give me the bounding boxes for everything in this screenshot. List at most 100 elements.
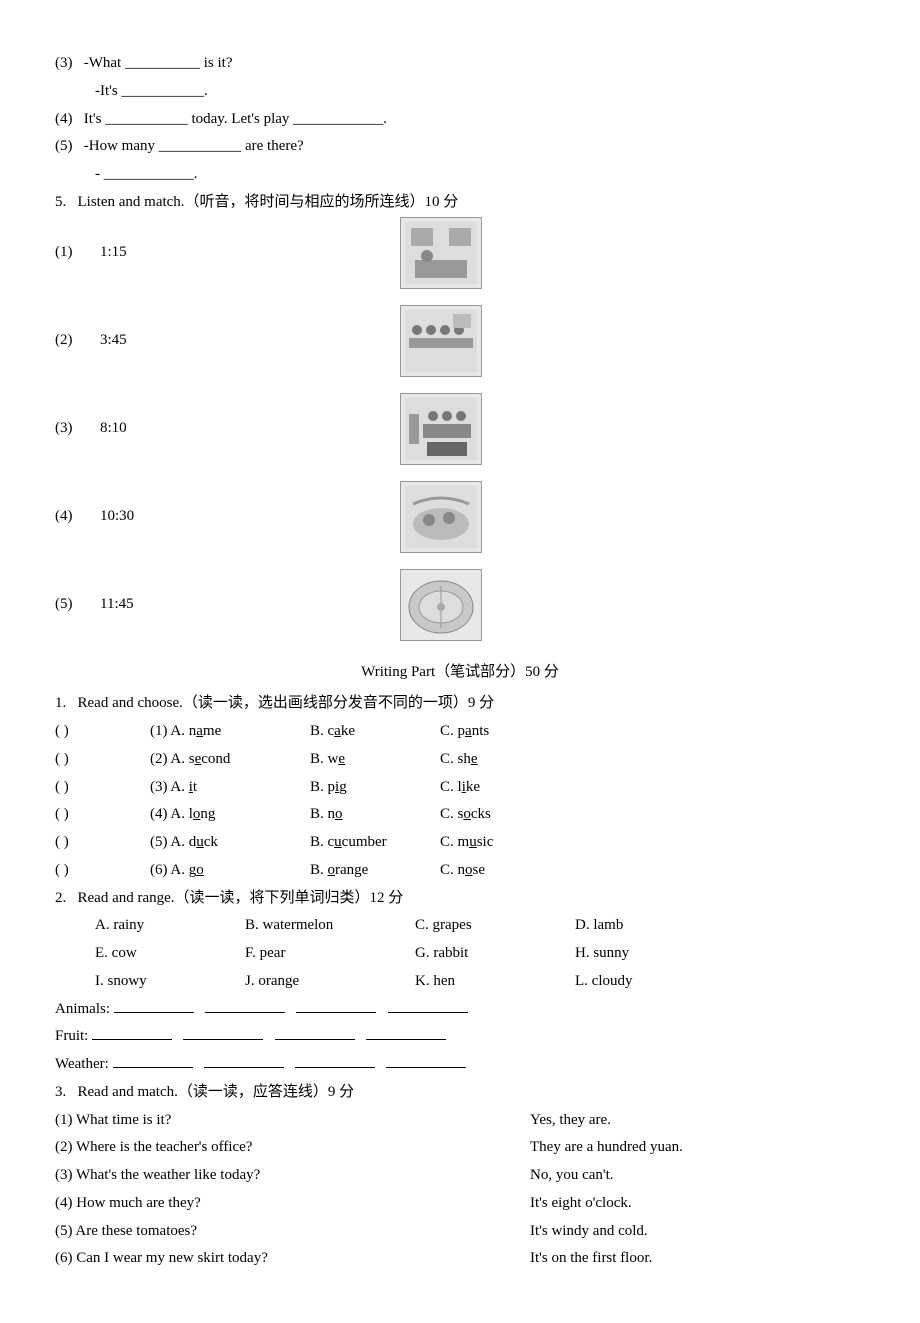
qa-row: (6) Can I wear my new skirt today? It's … xyxy=(55,1245,865,1273)
match-time: 11:45 xyxy=(100,591,400,619)
blank-field[interactable] xyxy=(366,1024,446,1040)
match-row: (4) 10:30 xyxy=(55,481,865,553)
w1-title: 1. Read and choose.（读一读，选出画线部分发音不同的一项）9 … xyxy=(55,690,865,718)
blank-field[interactable] xyxy=(114,997,194,1013)
word-option: A. rainy xyxy=(95,912,245,940)
match-row: (5) 11:45 xyxy=(55,569,865,641)
answer-paren[interactable]: ( ) xyxy=(55,801,150,829)
option-b: B. pig xyxy=(310,774,440,802)
qa-row: (4) How much are they? It's eight o'cloc… xyxy=(55,1190,865,1218)
match-time: 8:10 xyxy=(100,415,400,443)
option-b: B. we xyxy=(310,746,440,774)
word-option: K. hen xyxy=(415,968,575,996)
option-b: B. cucumber xyxy=(310,829,440,857)
option-a: (5) A. duck xyxy=(150,829,310,857)
word-option: E. cow xyxy=(95,940,245,968)
blank-field[interactable] xyxy=(204,1052,284,1068)
word-option: G. rabbit xyxy=(415,940,575,968)
match-time: 3:45 xyxy=(100,327,400,355)
option-c: C. music xyxy=(440,829,560,857)
q5-line2: - ____________. xyxy=(55,161,865,189)
match-time: 10:30 xyxy=(100,503,400,531)
q3-line2: -It's ___________. xyxy=(55,78,865,106)
word-option: F. pear xyxy=(245,940,415,968)
blank-field[interactable] xyxy=(113,1052,193,1068)
word-option: D. lamb xyxy=(575,912,695,940)
match-num: (5) xyxy=(55,591,100,619)
word-option: J. orange xyxy=(245,968,415,996)
blank-field[interactable] xyxy=(275,1024,355,1040)
option-b: B. cake xyxy=(310,718,440,746)
answer-paren[interactable]: ( ) xyxy=(55,718,150,746)
qa-row: (1) What time is it? Yes, they are. xyxy=(55,1107,865,1135)
word-row: A. rainyB. watermelonC. grapesD. lamb xyxy=(55,912,865,940)
option-a: (6) A. go xyxy=(150,857,310,885)
blank-field[interactable] xyxy=(205,997,285,1013)
answer-paren[interactable]: ( ) xyxy=(55,857,150,885)
answer-text: It's on the first floor. xyxy=(530,1245,652,1273)
scene-image-icon xyxy=(400,393,482,465)
word-option: C. grapes xyxy=(415,912,575,940)
answer-paren[interactable]: ( ) xyxy=(55,829,150,857)
w3-container: (1) What time is it? Yes, they are. (2) … xyxy=(55,1107,865,1274)
match-row: (3) 8:10 xyxy=(55,393,865,465)
w3-title: 3. Read and match.（读一读，应答连线）9 分 xyxy=(55,1079,865,1107)
match-row: (1) 1:15 xyxy=(55,217,865,289)
answer-text: Yes, they are. xyxy=(530,1107,611,1135)
word-row: I. snowyJ. orangeK. henL. cloudy xyxy=(55,968,865,996)
word-option: H. sunny xyxy=(575,940,695,968)
w2-words: A. rainyB. watermelonC. grapesD. lambE. … xyxy=(55,912,865,995)
question-text: (4) How much are they? xyxy=(55,1190,530,1218)
blank-field[interactable] xyxy=(388,997,468,1013)
category-line: Fruit: xyxy=(55,1023,865,1051)
q4-line: (4) It's ___________ today. Let's play _… xyxy=(55,106,865,134)
w1-container: ( ) (1) A. name B. cake C. pants ( ) (2)… xyxy=(55,718,865,885)
w2-title: 2. Read and range.（读一读，将下列单词归类）12 分 xyxy=(55,885,865,913)
question-text: (1) What time is it? xyxy=(55,1107,530,1135)
option-a: (2) A. second xyxy=(150,746,310,774)
option-c: C. socks xyxy=(440,801,560,829)
choice-row: ( ) (3) A. it B. pig C. like xyxy=(55,774,865,802)
match-container: (1) 1:15 (2) 3:45 (3) 8:10 (4) 10:30 (5)… xyxy=(55,217,865,641)
question-text: (6) Can I wear my new skirt today? xyxy=(55,1245,530,1273)
scene-image-icon xyxy=(400,569,482,641)
blank-field[interactable] xyxy=(92,1024,172,1040)
option-a: (1) A. name xyxy=(150,718,310,746)
q5-line1: (5) -How many ___________ are there? xyxy=(55,133,865,161)
blank-field[interactable] xyxy=(295,1052,375,1068)
choice-row: ( ) (2) A. second B. we C. she xyxy=(55,746,865,774)
scene-image-icon xyxy=(400,217,482,289)
match-num: (3) xyxy=(55,415,100,443)
qa-row: (2) Where is the teacher's office? They … xyxy=(55,1134,865,1162)
answer-text: It's windy and cold. xyxy=(530,1218,648,1246)
category-line: Animals: xyxy=(55,996,865,1024)
blank-field[interactable] xyxy=(183,1024,263,1040)
choice-row: ( ) (6) A. go B. orange C. nose xyxy=(55,857,865,885)
question-text: (3) What's the weather like today? xyxy=(55,1162,530,1190)
qa-row: (5) Are these tomatoes? It's windy and c… xyxy=(55,1218,865,1246)
category-line: Weather: xyxy=(55,1051,865,1079)
match-num: (2) xyxy=(55,327,100,355)
blank-field[interactable] xyxy=(386,1052,466,1068)
option-a: (3) A. it xyxy=(150,774,310,802)
word-option: I. snowy xyxy=(95,968,245,996)
match-row: (2) 3:45 xyxy=(55,305,865,377)
scene-image-icon xyxy=(400,305,482,377)
blank-field[interactable] xyxy=(296,997,376,1013)
word-option: L. cloudy xyxy=(575,968,695,996)
option-c: C. pants xyxy=(440,718,560,746)
option-b: B. no xyxy=(310,801,440,829)
option-c: C. she xyxy=(440,746,560,774)
answer-text: No, you can't. xyxy=(530,1162,614,1190)
answer-text: It's eight o'clock. xyxy=(530,1190,632,1218)
option-c: C. like xyxy=(440,774,560,802)
word-option: B. watermelon xyxy=(245,912,415,940)
sec5-title: 5. Listen and match.（听音，将时间与相应的场所连线）10 分 xyxy=(55,189,865,217)
option-b: B. orange xyxy=(310,857,440,885)
answer-text: They are a hundred yuan. xyxy=(530,1134,683,1162)
word-row: E. cowF. pearG. rabbitH. sunny xyxy=(55,940,865,968)
scene-image-icon xyxy=(400,481,482,553)
answer-paren[interactable]: ( ) xyxy=(55,746,150,774)
match-num: (1) xyxy=(55,239,100,267)
answer-paren[interactable]: ( ) xyxy=(55,774,150,802)
